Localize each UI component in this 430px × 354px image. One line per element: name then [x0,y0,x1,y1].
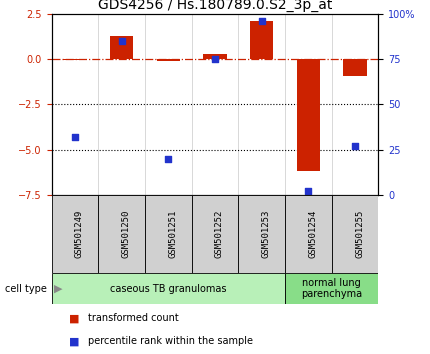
Text: ■: ■ [69,313,79,323]
Bar [157,59,180,61]
Point [258,18,265,24]
Text: GSM501250: GSM501250 [122,210,131,258]
Point [71,134,78,140]
Text: GSM501254: GSM501254 [308,210,317,258]
Bar [344,59,367,75]
Text: GSM501249: GSM501249 [75,210,84,258]
Text: cell type: cell type [6,284,47,293]
Bar [98,195,145,273]
Text: GSM501253: GSM501253 [262,210,271,258]
Text: percentile rank within the sample: percentile rank within the sample [88,336,253,346]
Bar [52,273,285,304]
Title: GDS4256 / Hs.180789.0.S2_3p_at: GDS4256 / Hs.180789.0.S2_3p_at [98,0,332,12]
Text: ■: ■ [69,336,79,346]
Point [305,188,312,194]
Point [212,57,218,62]
Point [352,143,359,149]
Text: GSM501255: GSM501255 [355,210,364,258]
Bar [52,195,98,273]
Bar [110,36,133,59]
Bar [203,54,227,59]
Text: normal lung
parenchyma: normal lung parenchyma [301,278,362,299]
Point [165,156,172,161]
Text: transformed count: transformed count [88,313,179,323]
Bar [285,195,332,273]
Text: caseous TB granulomas: caseous TB granulomas [110,284,227,293]
Bar [145,195,192,273]
Text: ▶: ▶ [54,284,62,293]
Text: GSM501252: GSM501252 [215,210,224,258]
Text: GSM501251: GSM501251 [168,210,177,258]
Point [118,39,125,44]
Bar [250,21,273,59]
Bar [285,273,378,304]
Bar [238,195,285,273]
Bar [192,195,238,273]
Bar [63,59,86,60]
Bar [297,59,320,171]
Bar [332,195,378,273]
